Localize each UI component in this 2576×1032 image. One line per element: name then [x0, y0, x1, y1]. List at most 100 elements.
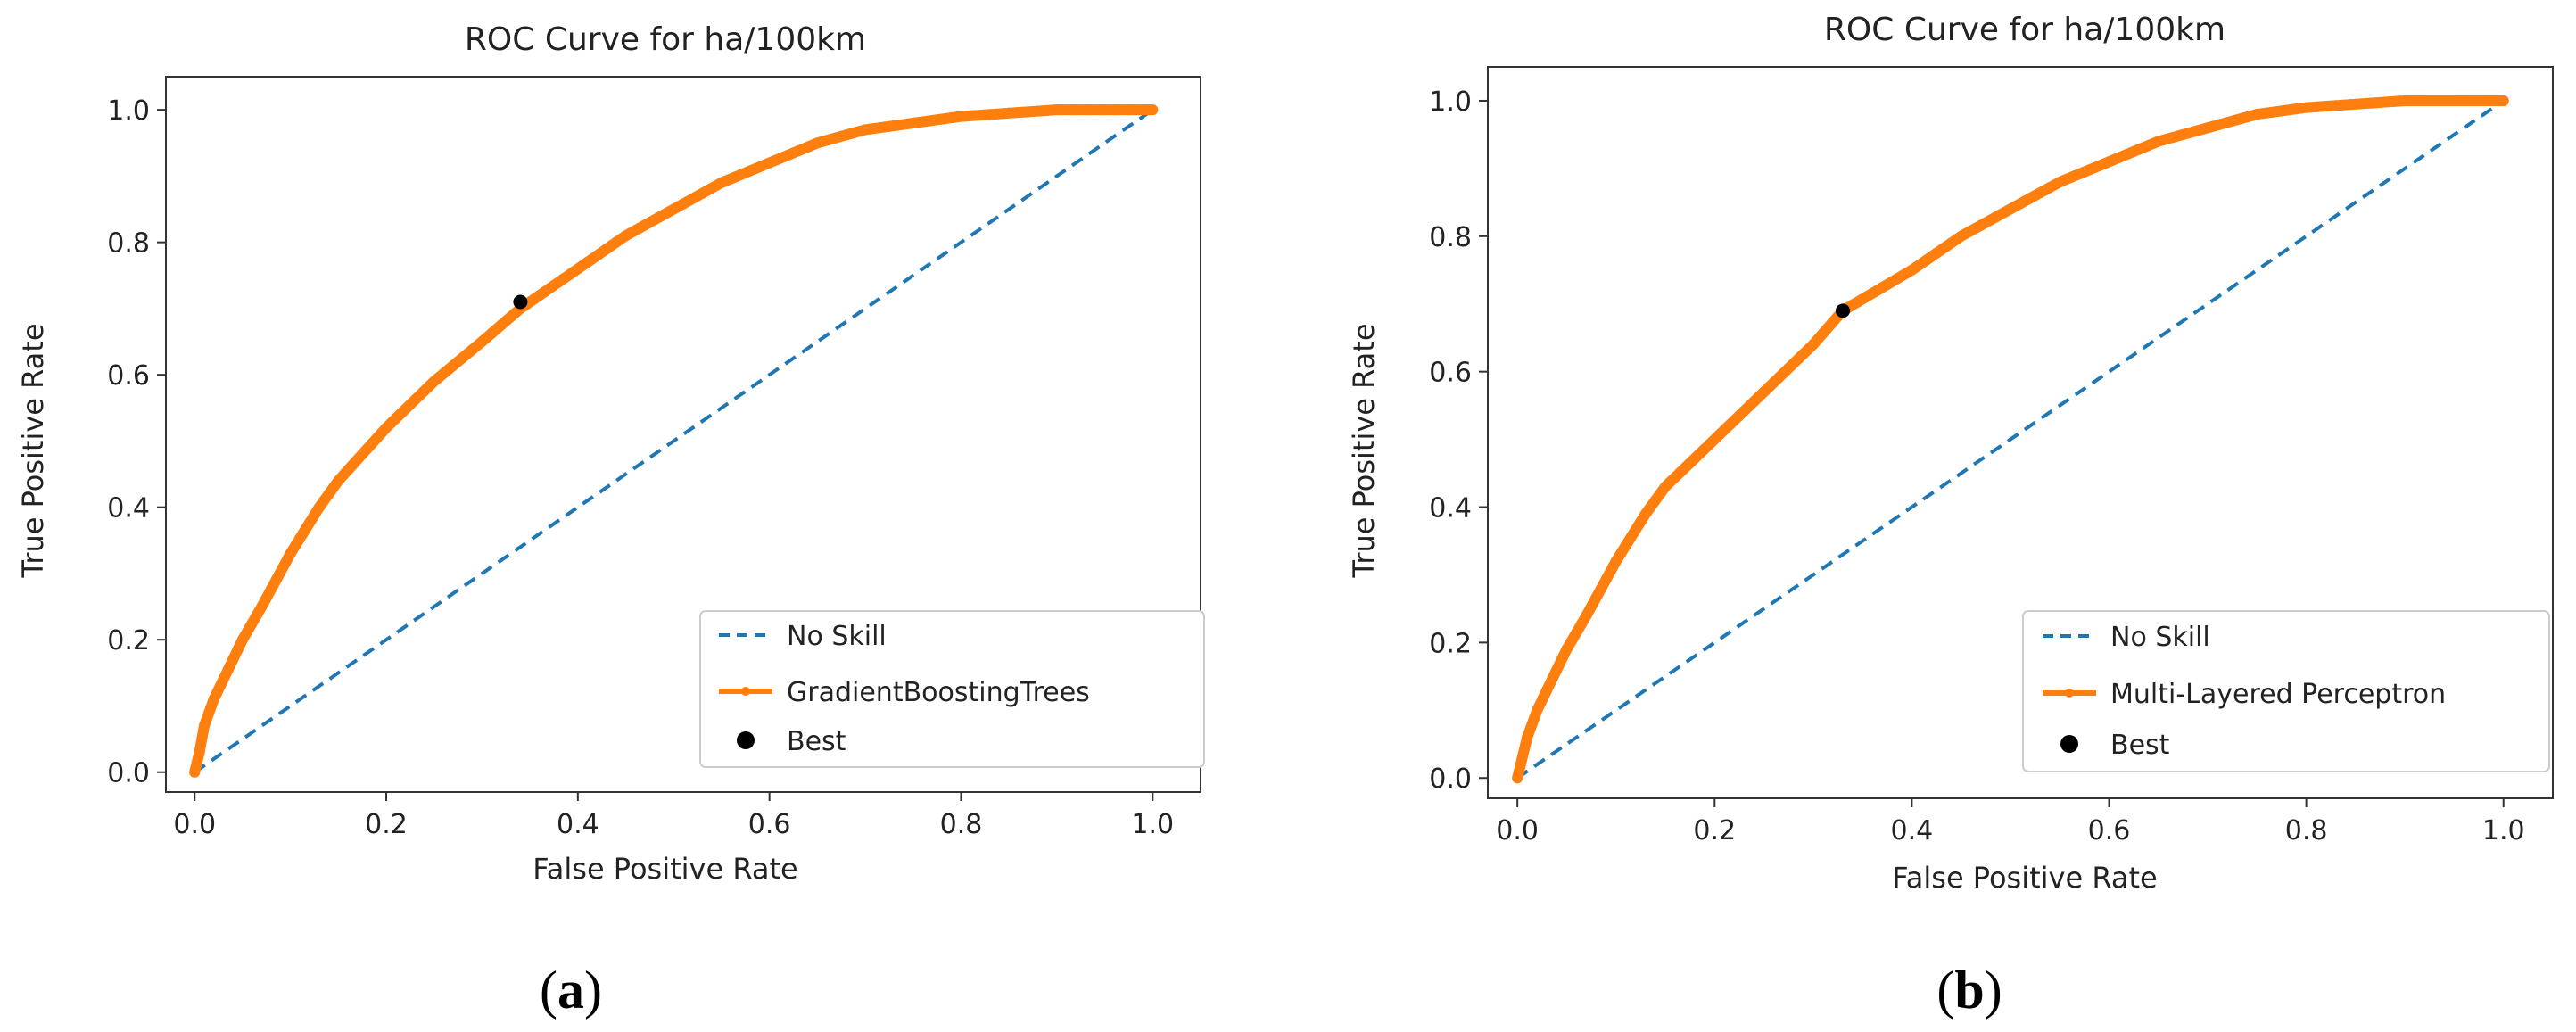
- y-tick-label-b: 0.4: [1429, 493, 1472, 524]
- x-tick-label-a: 0.6: [748, 809, 791, 840]
- y-tick-label-b: 0.8: [1429, 222, 1472, 253]
- x-tick-label-b: 0.6: [2088, 815, 2131, 846]
- roc-point: [1586, 600, 1598, 612]
- roc-point: [1541, 684, 1553, 696]
- legend-label-best-b: Best: [2110, 730, 2170, 761]
- legend-label-best-a: Best: [787, 726, 846, 757]
- roc-point: [252, 609, 262, 621]
- x-tick-labels-a: 0.0 0.2 0.4 0.6 0.8 1.0: [173, 809, 1174, 840]
- roc-point: [1571, 627, 1582, 638]
- best-point-a: [513, 294, 528, 310]
- legend-label-no-skill-b: No Skill: [2110, 622, 2210, 653]
- roc-point: [256, 601, 268, 613]
- series-roc-markers-b: [1512, 95, 2509, 784]
- roc-point: [222, 664, 234, 675]
- roc-point: [270, 574, 282, 586]
- roc-point: [1600, 574, 1612, 585]
- y-tick-label-a: 0.8: [107, 228, 150, 260]
- legend-swatch-model-marker-a: [741, 687, 750, 696]
- x-tick-label-a: 1.0: [1131, 809, 1174, 840]
- roc-point: [304, 517, 316, 528]
- roc-point: [236, 634, 248, 646]
- roc-point: [1630, 524, 1641, 535]
- roc-point: [1561, 644, 1573, 655]
- legend-swatch-best-b: [2060, 735, 2078, 753]
- roc-point: [189, 766, 201, 778]
- y-tick-label-b: 0.6: [1429, 358, 1472, 389]
- roc-point: [1596, 582, 1607, 594]
- roc-point: [1576, 618, 1587, 630]
- roc-point: [1551, 664, 1563, 675]
- best-point-b: [1836, 303, 1850, 318]
- roc-point: [1512, 772, 1523, 784]
- roc-point: [213, 683, 225, 695]
- axes-frame-a: [165, 76, 1201, 793]
- y-tick-label-a: 0.6: [107, 360, 150, 392]
- roc-point: [1590, 591, 1602, 603]
- legend-swatch-model-marker-b: [2065, 689, 2074, 698]
- plot-area-b: [1512, 95, 2509, 784]
- roc-point: [1566, 635, 1577, 647]
- y-tick-label-a: 0.4: [107, 493, 150, 524]
- roc-point: [309, 509, 320, 521]
- x-tick-labels-b: 0.0 0.2 0.4 0.6 0.8 1.0: [1496, 815, 2524, 846]
- roc-point: [2498, 95, 2509, 106]
- x-tick-label-b: 0.0: [1496, 815, 1539, 846]
- chart-title-b: ROC Curve for ha/100km: [1824, 12, 2225, 48]
- y-tick-label-a: 0.2: [107, 625, 150, 656]
- series-no-skill-b: [1516, 99, 2505, 780]
- y-tick-label-a: 0.0: [107, 758, 150, 789]
- roc-point: [194, 747, 205, 758]
- roc-point: [232, 644, 244, 656]
- legend-label-model-b: Multi-Layered Perceptron: [2110, 679, 2446, 710]
- y-tick-label-b: 0.2: [1429, 628, 1472, 659]
- roc-point: [227, 654, 239, 665]
- y-tick-label-a: 1.0: [107, 95, 150, 127]
- roc-point: [299, 524, 310, 536]
- roc-point: [294, 533, 306, 544]
- roc-point: [1532, 705, 1543, 716]
- roc-point: [208, 694, 219, 705]
- y-tick-label-b: 1.0: [1429, 87, 1472, 118]
- roc-point: [242, 625, 253, 637]
- panel-caption-letter-b: b: [1954, 961, 1984, 1020]
- roc-point: [218, 673, 229, 685]
- roc-point: [266, 583, 277, 595]
- legend-a: No Skill GradientBoostingTrees Best: [699, 610, 1205, 768]
- chart-title-a: ROC Curve for ha/100km: [465, 21, 866, 58]
- legend-label-model-a: GradientBoostingTrees: [787, 677, 1090, 708]
- x-tick-label-a: 0.4: [557, 809, 599, 840]
- roc-point: [246, 617, 258, 629]
- roc-point: [260, 592, 272, 604]
- x-tick-label-b: 0.8: [2285, 815, 2328, 846]
- y-tick-label-b: 0.0: [1429, 764, 1472, 795]
- legend-label-no-skill-a: No Skill: [787, 621, 887, 652]
- x-tick-label-b: 0.4: [1891, 815, 1934, 846]
- y-axis-label-a: True Positive Rate: [16, 323, 50, 578]
- roc-point: [280, 557, 292, 568]
- x-tick-label-a: 0.8: [940, 809, 983, 840]
- roc-point: [1620, 540, 1631, 551]
- series-no-skill-a: [194, 108, 1154, 774]
- roc-point: [1147, 104, 1159, 116]
- roc-point: [1516, 752, 1528, 764]
- legend-b: No Skill Multi-Layered Perceptron Best: [2022, 610, 2550, 772]
- roc-point: [203, 706, 215, 718]
- legend-box-b: [2022, 610, 2550, 772]
- roc-point: [1635, 516, 1647, 527]
- axes-a: [157, 76, 1201, 801]
- roc-point: [199, 720, 210, 731]
- roc-point: [275, 566, 286, 577]
- y-axis-label-b: True Positive Rate: [1347, 323, 1381, 578]
- roc-point: [285, 548, 296, 559]
- series-roc-markers-a: [189, 104, 1159, 778]
- roc-point: [1625, 532, 1637, 543]
- y-tick-labels-b: 0.0 0.2 0.4 0.6 0.8 1.0: [1429, 87, 1472, 795]
- panel-caption-letter-a: a: [557, 961, 584, 1020]
- roc-point: [290, 541, 301, 551]
- panel-b: ROC Curve for ha/100km False Positive Ra…: [1347, 12, 2554, 1020]
- roc-point: [1546, 674, 1557, 686]
- y-tick-labels-a: 0.0 0.2 0.4 0.6 0.8 1.0: [107, 95, 150, 789]
- roc-point: [1536, 694, 1548, 706]
